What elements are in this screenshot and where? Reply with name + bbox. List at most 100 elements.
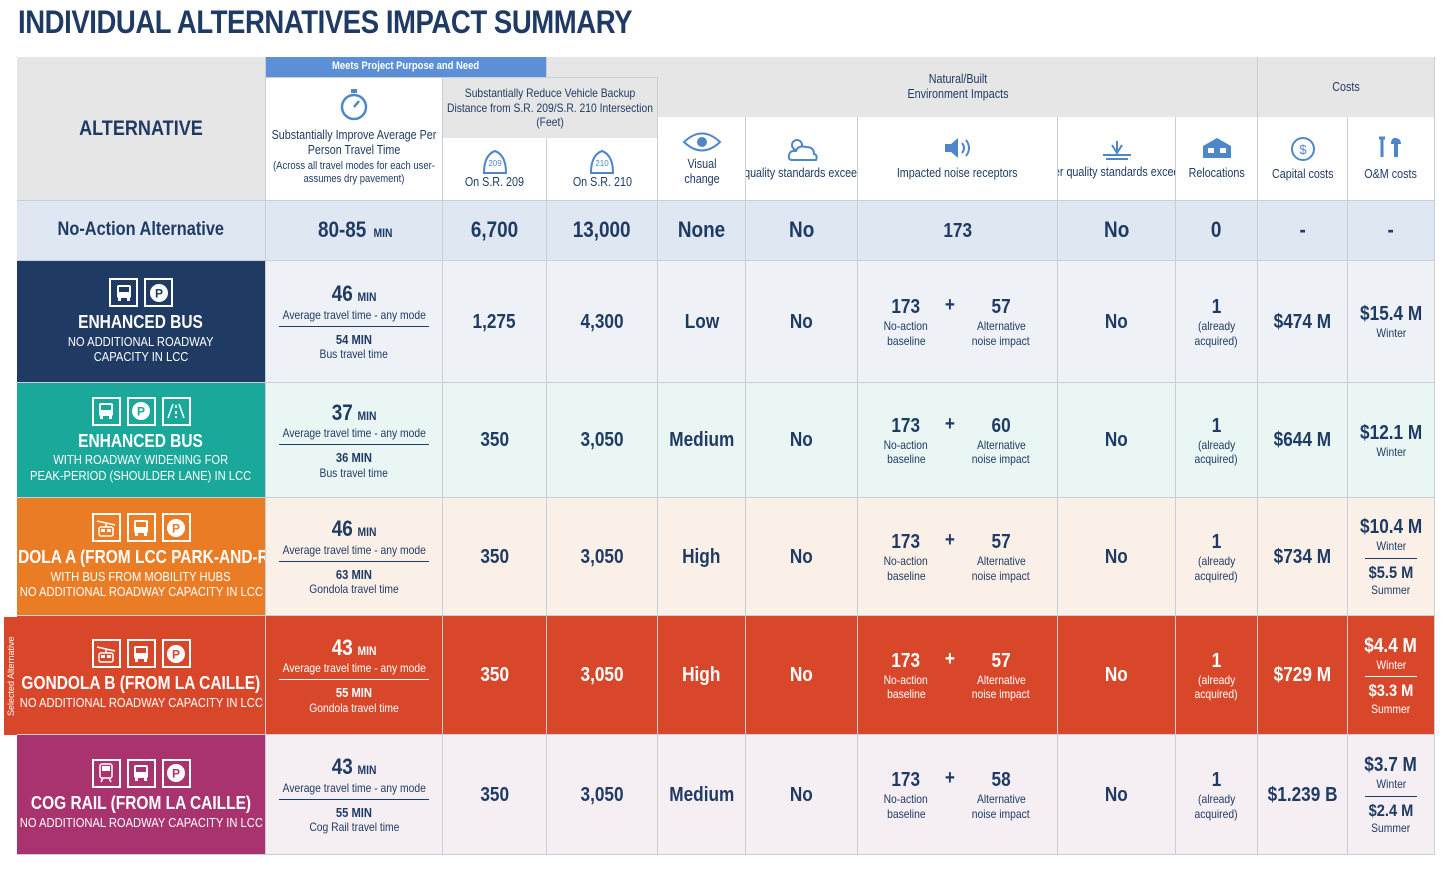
sr209-header: 209 On S.R. 209 [443, 138, 547, 201]
travel-time-cell: 43 MIN Average travel time - any mode 55 MI… [266, 616, 443, 735]
travel-time-cell: 46 MIN Average travel time - any mode 54 MI… [266, 261, 443, 383]
relocations-cell: 1 (already acquired) [1176, 498, 1258, 616]
air-cell: No [746, 616, 858, 735]
avg-travel-time: 46 MIN [331, 516, 377, 542]
highway-shield-209-icon: 209 [482, 149, 507, 174]
sr210-cell: 4,300 [547, 261, 658, 383]
capital-cost-cell: $474 M [1258, 261, 1348, 383]
om-header: O&M costs [1348, 117, 1435, 201]
parking-icon: P [126, 396, 156, 426]
avg-travel-time: 37 MIN [331, 399, 377, 425]
travel-time-cell: 46 MIN Average travel time - any mode 63 MI… [266, 498, 443, 616]
speaker-icon [944, 138, 970, 158]
page-title: INDIVIDUAL ALTERNATIVES IMPACT SUMMARY [18, 4, 633, 40]
air-cell: No [746, 383, 858, 498]
noaction-visual: None [658, 201, 746, 261]
air-cell: No [746, 735, 858, 855]
alternative-name: P ENHANCED BUS WITH ROADWAY WIDENING FOR PE… [17, 383, 266, 498]
om-cost-cell: $4.4 M Winter $3.3 M Summer [1348, 616, 1435, 735]
sun-cloud-icon [787, 139, 818, 161]
water-cell: No [1058, 735, 1176, 855]
mode-icons: P [109, 278, 173, 308]
relocations-cell: 1 (already acquired) [1176, 383, 1258, 498]
noaction-sr209: 6,700 [443, 201, 547, 261]
water-cell: No [1058, 383, 1176, 498]
svg-text:P: P [172, 767, 180, 781]
water-cell: No [1058, 616, 1176, 735]
travel-time-header: Substantially Improve Average Per Person… [266, 78, 443, 201]
noaction-air: No [746, 201, 858, 261]
avg-travel-time: 43 MIN [331, 634, 377, 660]
bus-icon [126, 758, 156, 788]
noise-header: Impacted noise receptors [858, 117, 1058, 201]
visual-cell: Medium [658, 383, 746, 498]
noaction-relocations: 0 [1176, 201, 1258, 261]
cog-rail-icon [91, 758, 121, 788]
costs-header: Costs [1258, 57, 1435, 117]
svg-text:210: 210 [595, 159, 609, 168]
noaction-name: No-Action Alternative [17, 201, 266, 261]
sr210-cell: 3,050 [547, 616, 658, 735]
visual-cell: Medium [658, 735, 746, 855]
sr209-cell: 1,275 [443, 261, 547, 383]
sr210-cell: 3,050 [547, 735, 658, 855]
visual-cell: High [658, 616, 746, 735]
capital-cost-cell: $644 M [1258, 383, 1348, 498]
dollar-coin-icon: $ [1290, 137, 1315, 161]
capital-cost-cell: $734 M [1258, 498, 1348, 616]
om-cost-cell: $12.1 M Winter [1348, 383, 1435, 498]
water-cell: No [1058, 261, 1176, 383]
alternative-name: P ENHANCED BUS NO ADDITIONAL ROADWAY CAPACI… [17, 261, 266, 383]
noaction-capital: - [1258, 201, 1348, 261]
relocations-cell: 1 (already acquired) [1176, 616, 1258, 735]
sr209-cell: 350 [443, 735, 547, 855]
header-filler [547, 57, 658, 78]
relocations-cell: 1 (already acquired) [1176, 735, 1258, 855]
noise-cell: 173 No-action baseline +57 Alternative noise … [858, 261, 1058, 383]
avg-travel-time: 46 MIN [331, 281, 377, 307]
mode-icons: P [91, 639, 191, 669]
noise-cell: 173 No-action baseline +60 Alternative noise … [858, 383, 1058, 498]
noaction-water: No [1058, 201, 1176, 261]
bus-icon [109, 278, 138, 308]
alternative-name: P COG RAIL (FROM LA CAILLE) NO ADDITIONAL … [17, 735, 266, 855]
alternative-header: ALTERNATIVE [17, 57, 266, 201]
natural-impacts-header: Natural/Built Environment Impacts [658, 57, 1258, 117]
sr210-header: 210 On S.R. 210 [547, 138, 658, 201]
visual-header: Visual change [658, 117, 746, 201]
svg-text:$: $ [1299, 142, 1307, 157]
parking-icon: P [161, 758, 191, 788]
bus-icon [126, 513, 156, 543]
travel-time-cell: 37 MIN Average travel time - any mode 36 MI… [266, 383, 443, 498]
stopwatch-icon [340, 89, 368, 121]
backup-header: Substantially Reduce Vehicle Backup Dist… [443, 78, 658, 138]
noaction-travel: 80-85 MIN [266, 201, 443, 261]
selected-alternative-tag: Selected Alternative [4, 617, 18, 735]
travel-time-cell: 43 MIN Average travel time - any mode 55 MI… [266, 735, 443, 855]
parking-icon: P [144, 278, 173, 308]
svg-text:209: 209 [488, 159, 502, 168]
sr209-cell: 350 [443, 616, 547, 735]
sr209-cell: 350 [443, 383, 547, 498]
noaction-noise: 173 [858, 201, 1058, 261]
gondola-icon [91, 639, 121, 669]
sr210-cell: 3,050 [547, 498, 658, 616]
mode-icons: P [91, 396, 191, 426]
relocations-cell: 1 (already acquired) [1176, 261, 1258, 383]
alternative-name: P GONDOLA B (FROM LA CAILLE) NO ADDITIONAL… [17, 616, 266, 735]
air-cell: No [746, 261, 858, 383]
gondola-icon [91, 513, 121, 543]
bus-icon [91, 396, 121, 426]
noaction-om: - [1348, 201, 1435, 261]
water-plants-icon [1102, 141, 1131, 160]
parking-icon: P [161, 639, 191, 669]
water-header: Water quality standards exceeded [1058, 117, 1176, 201]
svg-text:P: P [172, 647, 180, 661]
impact-summary-table: ALTERNATIVE Meets Project Purpose and Ne… [17, 57, 1435, 857]
bus-icon [126, 639, 156, 669]
mode-icons: P [91, 758, 191, 788]
svg-text:P: P [137, 405, 145, 419]
capital-cost-cell: $729 M [1258, 616, 1348, 735]
air-cell: No [746, 498, 858, 616]
